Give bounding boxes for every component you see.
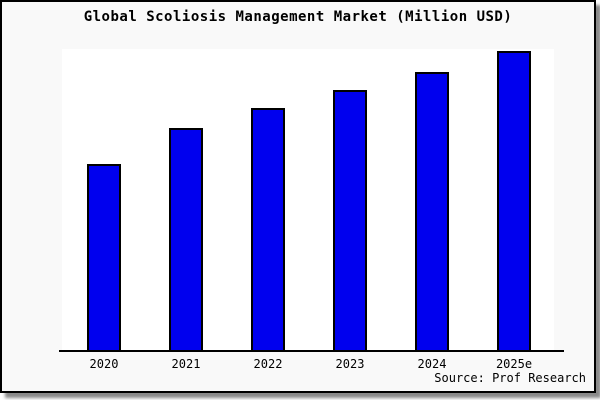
x-tick-label-2023: 2023 [335, 357, 365, 371]
source-credit: Source: Prof Research [434, 371, 586, 385]
x-tick-label-2022: 2022 [253, 357, 283, 371]
bar-2021 [169, 128, 203, 352]
x-axis-line [59, 350, 564, 352]
bar-2020 [87, 164, 121, 352]
x-tick-label-2025e: 2025e [495, 357, 533, 371]
bar-2022 [251, 108, 285, 352]
x-tick-label-2020: 2020 [89, 357, 119, 371]
bar-2025e [497, 51, 531, 352]
bar-2024 [415, 72, 449, 352]
x-tick-label-2024: 2024 [417, 357, 447, 371]
chart-title: Global Scoliosis Management Market (Mill… [83, 9, 513, 25]
plot-area [62, 49, 554, 352]
x-tick-label-2021: 2021 [171, 357, 201, 371]
chart-frame: Global Scoliosis Management Market (Mill… [0, 0, 596, 393]
bar-2023 [333, 90, 367, 352]
